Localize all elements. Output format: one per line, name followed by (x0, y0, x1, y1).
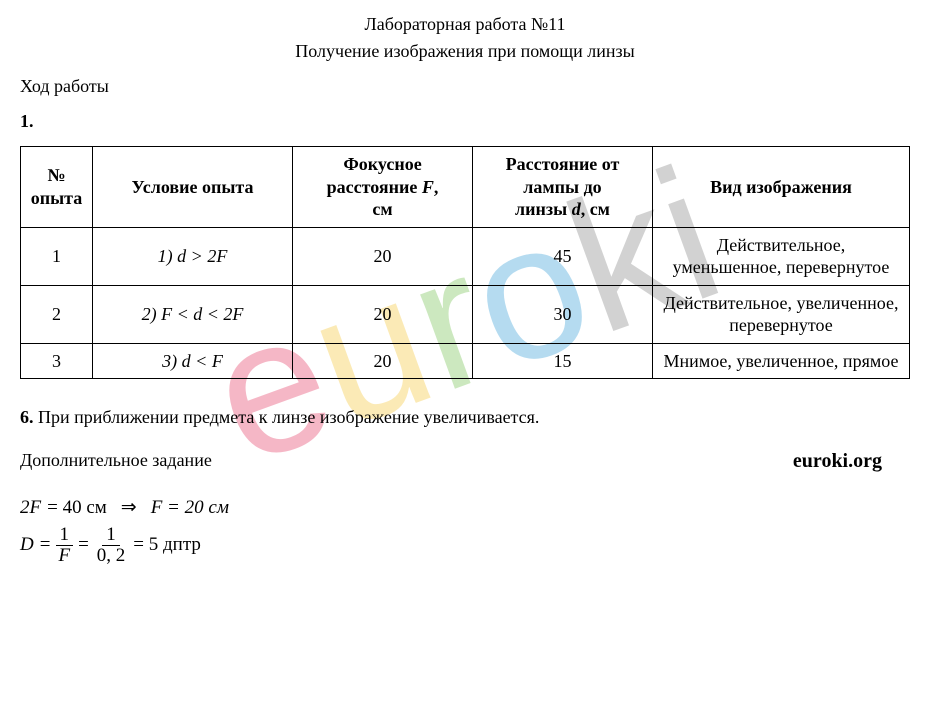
section-6-number: 6. (20, 407, 34, 427)
f2-D: D (20, 534, 34, 556)
f2-eq2: = (78, 534, 89, 556)
col-header-cond: Условие опыта (93, 147, 293, 228)
f2-frac1: 1 F (54, 525, 74, 566)
f2-eq1: = (40, 534, 51, 556)
lab-title: Лабораторная работа №11 (20, 14, 910, 35)
site-label: euroki.org (793, 450, 882, 473)
f1-eq1: = 40 см (47, 497, 107, 519)
section-1-number: 1. (20, 111, 910, 132)
conclusion-6: 6. При приближении предмета к линзе изоб… (20, 407, 910, 428)
formula-block: 2F = 40 см ⇒ F = 20 см D = 1 F = 1 0, 2 … (20, 496, 910, 566)
col-header-d: Расстояние отлампы долинзы d, см (473, 147, 653, 228)
table-body: 11) d > 2F2045Действительное, уменьшенно… (21, 227, 910, 379)
f1-lhs: 2F (20, 497, 41, 519)
document-body: Лабораторная работа №11 Получение изобра… (0, 0, 930, 566)
col-header-F: Фокусноерасстояние F,см (293, 147, 473, 228)
f1-arrow: ⇒ (121, 496, 137, 519)
experiments-table: №опытаУсловие опытаФокусноерасстояние F,… (20, 146, 910, 379)
col-header-n: №опыта (21, 147, 93, 228)
formula-line-1: 2F = 40 см ⇒ F = 20 см (20, 496, 910, 519)
progress-label: Ход работы (20, 76, 910, 97)
f2-frac2: 1 0, 2 (93, 525, 130, 566)
extra-task-label: Дополнительное задание (20, 450, 212, 470)
table-row: 33) d < F2015Мнимое, увеличенное, прямое (21, 343, 910, 379)
table-row: 22) F < d < 2F2030Действительное, увелич… (21, 285, 910, 343)
lab-subtitle: Получение изображения при помощи линзы (20, 41, 910, 62)
table-row: 11) d > 2F2045Действительное, уменьшенно… (21, 227, 910, 285)
formula-line-2: D = 1 F = 1 0, 2 = 5 дптр (20, 525, 910, 566)
conclusion-6-text: При приближении предмета к линзе изображ… (34, 407, 540, 427)
f2-tail: = 5 дптр (133, 534, 201, 556)
extra-row: Дополнительное задание euroki.org (20, 450, 910, 474)
f1-rhs: F = 20 см (151, 497, 229, 519)
table-header-row: №опытаУсловие опытаФокусноерасстояние F,… (21, 147, 910, 228)
col-header-img: Вид изображения (653, 147, 910, 228)
